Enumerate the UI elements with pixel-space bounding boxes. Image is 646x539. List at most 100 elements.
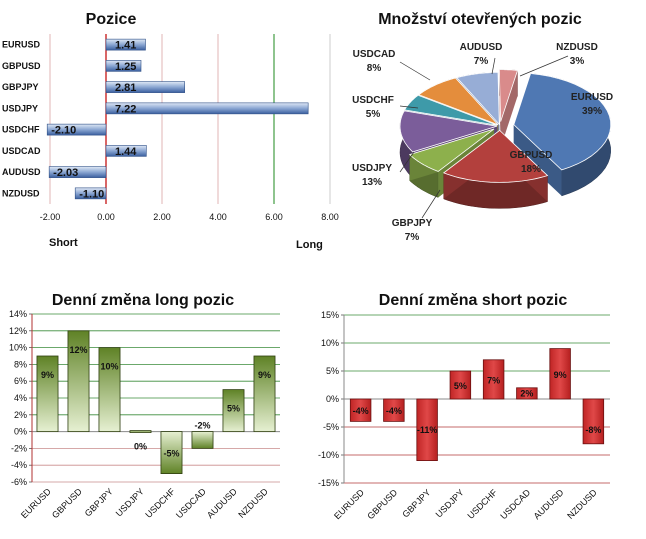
pie-chart-title: Množství otevřených pozic xyxy=(378,11,582,28)
pie-label-name: EURUSD xyxy=(571,92,613,103)
pie-label-name: GBPJPY xyxy=(392,218,433,229)
x-tick-label: 4.00 xyxy=(209,212,227,222)
category-label: USDJPY xyxy=(434,487,466,519)
category-label: AUDUSD xyxy=(532,487,566,521)
pie-label-name: USDCAD xyxy=(353,49,396,60)
bar xyxy=(67,330,90,432)
bar-value-label: -4% xyxy=(353,406,369,416)
bar-value-label: 7.22 xyxy=(115,103,136,115)
pie-label-percent: 39% xyxy=(582,106,602,117)
bar xyxy=(36,355,59,432)
pie-label-name: AUDUSD xyxy=(460,42,503,53)
category-label: AUDUSD xyxy=(2,167,41,177)
category-label: USDCHF xyxy=(143,486,177,520)
bar-value-label: 7% xyxy=(487,375,500,385)
bar xyxy=(191,431,214,449)
category-label: GBPJPY xyxy=(2,82,39,92)
bar xyxy=(105,81,185,93)
y-tick-label: 14% xyxy=(9,309,27,319)
pie-leader-line xyxy=(519,55,569,77)
y-tick-label: 0% xyxy=(326,394,339,404)
pie-label-percent: 7% xyxy=(405,232,420,243)
pie-leader-line xyxy=(399,151,415,173)
pie-label-percent: 13% xyxy=(362,177,382,188)
pie-label-percent: 7% xyxy=(474,56,489,67)
bar-value-label: 10% xyxy=(100,362,118,372)
category-label: NZDUSD xyxy=(236,486,270,520)
bar-value-label: -4% xyxy=(386,406,402,416)
bar-value-label: -8% xyxy=(585,425,601,435)
pie-slice xyxy=(403,94,498,126)
y-tick-label: 0% xyxy=(14,427,27,437)
bar-value-label: 9% xyxy=(554,370,567,380)
bar xyxy=(129,430,152,434)
y-tick-label: 8% xyxy=(14,359,27,369)
pie-label-name: NZDUSD xyxy=(556,42,598,53)
bar xyxy=(416,398,438,461)
category-label: USDJPY xyxy=(114,486,146,518)
pie-label-percent: 18% xyxy=(521,164,541,175)
y-tick-label: -6% xyxy=(11,477,27,487)
pie-label-name: USDJPY xyxy=(352,163,392,174)
x-tick-label: -2.00 xyxy=(40,212,61,222)
bar xyxy=(253,355,276,432)
y-tick-label: -4% xyxy=(11,460,27,470)
short-side-label: Short xyxy=(49,237,78,249)
bar-value-label: 9% xyxy=(258,370,271,380)
bar-value-label: -2.10 xyxy=(51,125,76,137)
category-label: EURUSD xyxy=(332,487,366,521)
category-label: USDCAD xyxy=(174,486,208,520)
category-label: NZDUSD xyxy=(565,487,599,521)
bar xyxy=(222,389,245,433)
category-label: GBPUSD xyxy=(365,487,399,521)
pie-leader-line xyxy=(399,105,419,109)
bar xyxy=(383,398,405,422)
pie-slice-wall xyxy=(500,70,518,148)
category-label: USDCHF xyxy=(465,487,499,521)
bar xyxy=(74,187,107,200)
pie-leader-line xyxy=(421,189,441,219)
pie-label-percent: 8% xyxy=(367,63,382,74)
x-tick-label: 0.00 xyxy=(97,212,115,222)
bar-value-label: -5% xyxy=(163,449,179,459)
bar-value-label: -11% xyxy=(417,425,438,435)
bar xyxy=(105,102,309,115)
category-label: USDCAD xyxy=(498,487,532,521)
bar-value-label: 2.81 xyxy=(115,82,136,94)
y-tick-label: -10% xyxy=(318,450,339,460)
category-label: USDCHF xyxy=(2,125,40,135)
category-label: GBPJPY xyxy=(83,486,115,518)
y-tick-label: 10% xyxy=(321,338,339,348)
long-chart-title: Denní změna long pozic xyxy=(52,292,234,309)
y-tick-label: 15% xyxy=(321,310,339,320)
pie-leader-line xyxy=(399,61,431,81)
y-tick-label: 5% xyxy=(326,366,339,376)
pie-leader-line xyxy=(491,57,496,75)
x-tick-label: 8.00 xyxy=(321,212,339,222)
bar xyxy=(449,370,472,400)
bar xyxy=(582,398,605,445)
category-label: GBPJPY xyxy=(400,487,432,519)
category-label: USDJPY xyxy=(2,103,38,113)
category-label: AUDUSD xyxy=(205,486,239,520)
y-tick-label: -5% xyxy=(323,422,339,432)
y-tick-label: -2% xyxy=(11,443,27,453)
pie-label-name: USDCHF xyxy=(352,95,394,106)
bar-value-label: 2% xyxy=(520,388,533,398)
category-label: EURUSD xyxy=(2,40,41,50)
y-tick-label: 10% xyxy=(9,343,27,353)
y-tick-label: 6% xyxy=(14,376,27,386)
bar-value-label: 5% xyxy=(454,381,467,391)
pie-slice xyxy=(399,110,498,153)
x-tick-label: 6.00 xyxy=(265,212,283,222)
y-tick-label: 4% xyxy=(14,393,27,403)
bar xyxy=(105,38,146,51)
bar-value-label: 1.25 xyxy=(115,61,136,73)
category-label: USDCAD xyxy=(2,146,41,156)
category-label: NZDUSD xyxy=(2,188,40,198)
long-change-chart: Denní změna long pozic 9% 12% 10% 0% -5% -2% 5… xyxy=(9,292,280,520)
y-tick-label: 2% xyxy=(14,410,27,420)
bar xyxy=(516,387,538,400)
bar-value-label: -2.03 xyxy=(53,167,78,179)
positions-chart-title: Pozice xyxy=(86,11,137,28)
